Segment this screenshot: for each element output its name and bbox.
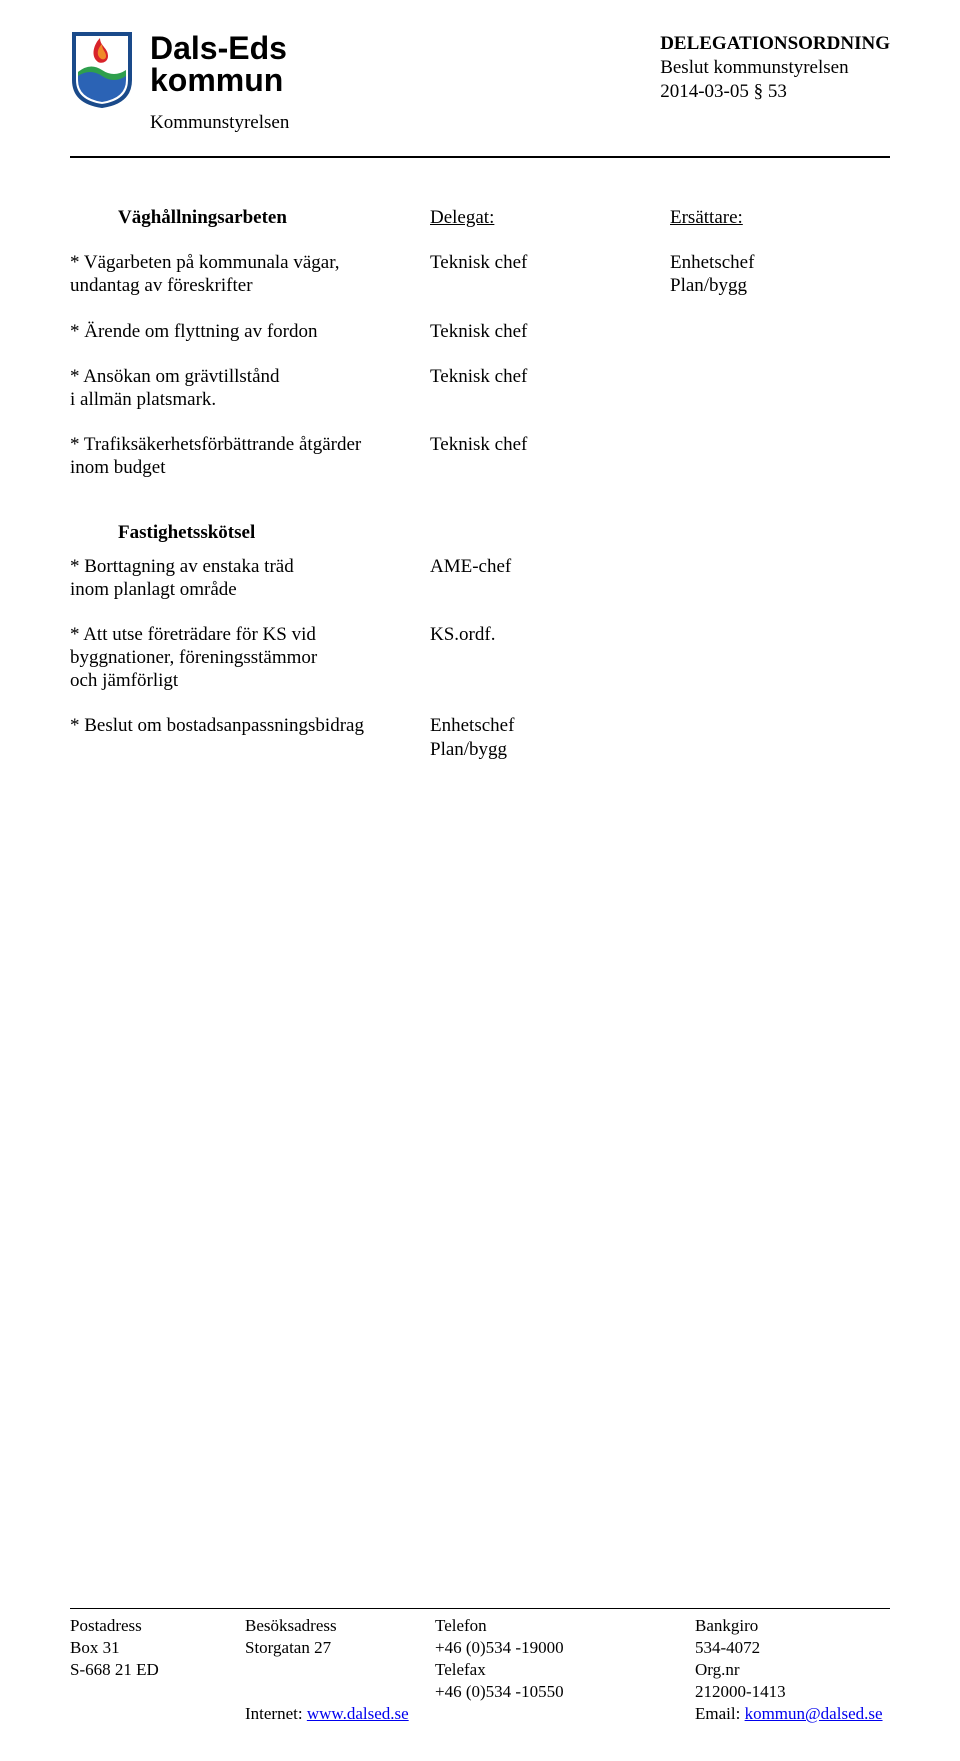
section-gap bbox=[70, 501, 890, 521]
section-heading-vaghallning: Väghållningsarbeten bbox=[70, 206, 430, 229]
header-divider bbox=[70, 156, 890, 158]
footer-row2: S-668 21 ED Telefax Org.nr bbox=[70, 1659, 890, 1681]
cell-left: * Vägarbeten på kommunala vägar, undanta… bbox=[70, 251, 430, 297]
email-link[interactable]: kommun@dalsed.se bbox=[745, 1704, 883, 1723]
cell-right bbox=[670, 555, 870, 601]
footer-h-besoksadress: Besöksadress bbox=[245, 1615, 435, 1637]
row-foretradare-ks: * Att utse företrädare för KS vid byggna… bbox=[70, 623, 890, 693]
footer-h-postadress: Postadress bbox=[70, 1615, 245, 1637]
doc-subtitle-1: Beslut kommunstyrelsen bbox=[660, 56, 890, 80]
cell-mid: KS.ordf. bbox=[430, 623, 670, 693]
cell-right bbox=[670, 623, 870, 693]
footer-row1: Box 31 Storgatan 27 +46 (0)534 -19000 53… bbox=[70, 1637, 890, 1659]
under-logo-text: Kommunstyrelsen bbox=[150, 112, 890, 134]
page: Dals-Eds kommun DELEGATIONSORDNING Beslu… bbox=[0, 0, 960, 1761]
footer-h-telefon: Telefon bbox=[435, 1615, 695, 1637]
internet-link[interactable]: www.dalsed.se bbox=[307, 1704, 409, 1723]
section-heading-fastighet: Fastighetsskötsel bbox=[70, 521, 430, 544]
logo-text: Dals-Eds kommun bbox=[150, 30, 287, 96]
delegat-header: Delegat: bbox=[430, 206, 670, 229]
cell-right bbox=[670, 714, 870, 760]
row-bostadsanpassning: * Beslut om bostadsanpassningsbidrag Enh… bbox=[70, 714, 890, 760]
footer-internet: Internet: www.dalsed.se bbox=[245, 1703, 435, 1725]
cell-left: * Ansökan om grävtillstånd i allmän plat… bbox=[70, 365, 430, 411]
cell-left: * Borttagning av enstaka träd inom planl… bbox=[70, 555, 430, 601]
footer-h-bankgiro: Bankgiro bbox=[695, 1615, 890, 1637]
header: Dals-Eds kommun DELEGATIONSORDNING Beslu… bbox=[70, 30, 890, 108]
column-headers-row: Väghållningsarbeten Delegat: Ersättare: bbox=[70, 206, 890, 229]
cell-mid: AME-chef bbox=[430, 555, 670, 601]
cell-left: * Beslut om bostadsanpassningsbidrag bbox=[70, 714, 430, 760]
footer-headers: Postadress Besöksadress Telefon Bankgiro bbox=[70, 1615, 890, 1637]
footer-divider bbox=[70, 1608, 890, 1609]
row-flyttning-fordon: * Ärende om flyttning av fordon Teknisk … bbox=[70, 320, 890, 343]
footer-email: Email: kommun@dalsed.se bbox=[695, 1703, 890, 1725]
cell-left: * Ärende om flyttning av fordon bbox=[70, 320, 430, 343]
row-gravtillstand: * Ansökan om grävtillstånd i allmän plat… bbox=[70, 365, 890, 411]
logo-text-line1: Dals-Eds bbox=[150, 32, 287, 64]
cell-right bbox=[670, 320, 870, 343]
footer: Postadress Besöksadress Telefon Bankgiro… bbox=[70, 1608, 890, 1725]
cell-left: * Att utse företrädare för KS vid byggna… bbox=[70, 623, 430, 693]
header-right: DELEGATIONSORDNING Beslut kommunstyrelse… bbox=[660, 30, 890, 103]
cell-mid: Enhetschef Plan/bygg bbox=[430, 714, 670, 760]
doc-title: DELEGATIONSORDNING bbox=[660, 32, 890, 56]
content: Väghållningsarbeten Delegat: Ersättare: … bbox=[70, 206, 890, 761]
footer-row4: Internet: www.dalsed.se Email: kommun@da… bbox=[70, 1703, 890, 1725]
section-heading-fastighet-row: Fastighetsskötsel bbox=[70, 521, 890, 544]
row-trafiksakerhet: * Trafiksäkerhetsförbättrande åtgärder i… bbox=[70, 433, 890, 479]
doc-subtitle-2: 2014-03-05 § 53 bbox=[660, 80, 890, 104]
cell-mid: Teknisk chef bbox=[430, 320, 670, 343]
cell-right bbox=[670, 365, 870, 411]
cell-mid: Teknisk chef bbox=[430, 365, 670, 411]
cell-mid: Teknisk chef bbox=[430, 251, 670, 297]
cell-right: Enhetschef Plan/bygg bbox=[670, 251, 870, 297]
cell-mid: Teknisk chef bbox=[430, 433, 670, 479]
cell-right bbox=[670, 433, 870, 479]
municipal-logo bbox=[70, 30, 134, 108]
row-borttagning-trad: * Borttagning av enstaka träd inom planl… bbox=[70, 555, 890, 601]
ersattare-header: Ersättare: bbox=[670, 206, 870, 229]
cell-left: * Trafiksäkerhetsförbättrande åtgärder i… bbox=[70, 433, 430, 479]
row-vagarbeten: * Vägarbeten på kommunala vägar, undanta… bbox=[70, 251, 890, 297]
logo-text-line2: kommun bbox=[150, 64, 287, 96]
footer-row3: +46 (0)534 -10550 212000-1413 bbox=[70, 1681, 890, 1703]
